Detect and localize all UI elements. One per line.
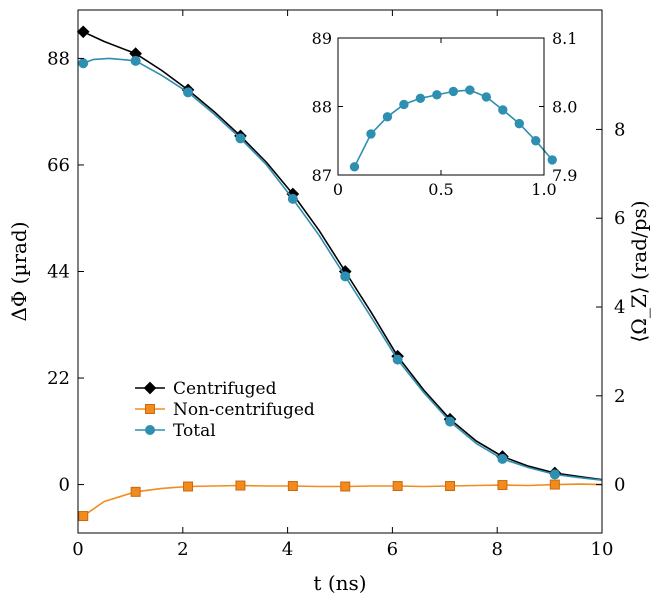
legend-label: Non-centrifuged bbox=[173, 400, 315, 420]
legend-label: Total bbox=[173, 421, 216, 441]
data-point bbox=[287, 193, 298, 204]
y2-tick-label: 2 bbox=[614, 386, 625, 407]
inset-y-tick-label: 88 bbox=[312, 98, 332, 117]
y-tick-label: 0 bbox=[59, 475, 70, 496]
inset-plot: 0 0.5 1.0 87 88 89 7.9 8.0 8.1 bbox=[312, 29, 578, 199]
data-point bbox=[130, 55, 141, 66]
data-point bbox=[392, 481, 403, 492]
y-tick-label: 44 bbox=[47, 262, 70, 283]
y-axis-title: ΔΦ (µrad) bbox=[7, 221, 31, 321]
data-point bbox=[78, 58, 89, 69]
legend-label: Centrifuged bbox=[173, 379, 277, 399]
data-point bbox=[445, 416, 456, 427]
inset-background bbox=[338, 38, 544, 175]
data-point bbox=[183, 481, 194, 492]
y2-tick-label: 0 bbox=[614, 475, 625, 496]
inset-data-point bbox=[382, 112, 393, 122]
data-point bbox=[78, 511, 89, 522]
inset-data-point bbox=[514, 118, 524, 129]
data-point bbox=[497, 480, 508, 491]
inset-data-point bbox=[481, 92, 492, 102]
inset-data-point bbox=[399, 99, 409, 110]
data-point bbox=[287, 481, 298, 492]
data-point bbox=[392, 354, 403, 365]
data-point bbox=[130, 486, 141, 497]
inset-x-tick-label: 1.0 bbox=[531, 180, 556, 199]
data-point bbox=[183, 87, 194, 98]
legend-marker bbox=[145, 404, 155, 414]
x-tick-label: 8 bbox=[491, 539, 502, 560]
inset-y-tick-label: 89 bbox=[312, 29, 332, 48]
data-point bbox=[340, 271, 351, 282]
data-point bbox=[497, 453, 508, 464]
y2-axis-title: ⟨Ω_Z⟩ (rad/ps) bbox=[627, 200, 651, 342]
inset-x-tick-label: 0.5 bbox=[428, 180, 453, 199]
inset-x-tick-label: 0 bbox=[333, 180, 343, 199]
x-tick-label: 4 bbox=[282, 539, 293, 560]
y2-tick-label: 4 bbox=[614, 297, 625, 318]
x-tick-label: 0 bbox=[72, 539, 83, 560]
data-point bbox=[235, 133, 246, 144]
inset-data-point bbox=[432, 90, 442, 100]
y-tick-label: 22 bbox=[47, 368, 70, 389]
y2-tick-label: 8 bbox=[614, 119, 625, 140]
inset-data-point bbox=[415, 93, 426, 103]
inset-y2-tick-label: 7.9 bbox=[552, 166, 577, 185]
inset-y2-tick-label: 8.0 bbox=[552, 98, 577, 117]
inset-y2-tick-label: 8.1 bbox=[552, 29, 577, 48]
y-tick-label: 88 bbox=[47, 48, 70, 69]
inset-y-tick-label: 87 bbox=[312, 166, 332, 185]
x-tick-label: 2 bbox=[177, 539, 188, 560]
legend-marker bbox=[145, 425, 155, 435]
data-point bbox=[445, 481, 456, 492]
data-point bbox=[235, 480, 246, 491]
inset-data-point bbox=[547, 155, 557, 165]
inset-data-point bbox=[498, 105, 508, 115]
y-tick-label: 66 bbox=[47, 155, 70, 176]
inset-data-point bbox=[349, 162, 360, 172]
inset-data-point bbox=[465, 85, 475, 95]
legend-marker bbox=[143, 381, 157, 395]
inset-data-point bbox=[448, 86, 459, 97]
y2-tick-label: 6 bbox=[614, 208, 625, 229]
data-point bbox=[340, 481, 351, 492]
x-tick-label: 6 bbox=[387, 539, 398, 560]
data-point bbox=[549, 469, 560, 480]
data-point bbox=[76, 25, 90, 39]
x-tick-label: 10 bbox=[591, 539, 614, 560]
series-line-total bbox=[82, 57, 603, 481]
data-point bbox=[549, 479, 560, 490]
main-plot: 0 2 4 6 8 10 0 22 44 66 88 0 2 4 6 8 t (ns) ΔΦ (µrad) ⟨Ω_Z… bbox=[7, 9, 651, 595]
inset-data-point bbox=[531, 136, 541, 146]
x-axis-title: t (ns) bbox=[313, 571, 366, 595]
inset-data-point bbox=[366, 129, 376, 139]
